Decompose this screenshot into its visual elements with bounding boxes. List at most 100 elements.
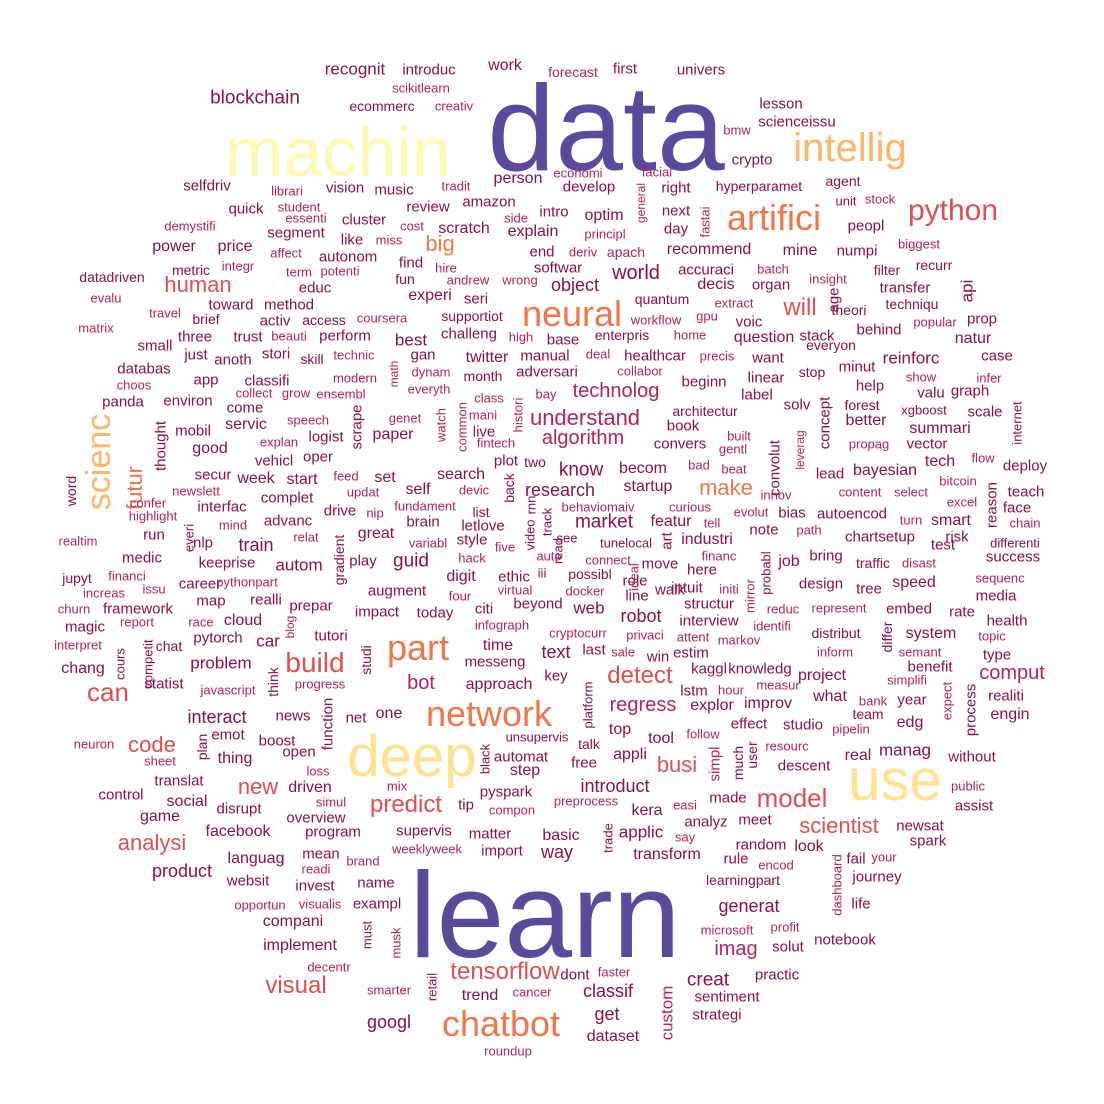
word-move: move [641, 555, 679, 573]
word-person: person [493, 170, 543, 187]
word-sequenc: sequenc [975, 570, 1025, 586]
word-success: success [985, 548, 1041, 566]
word-natur: natur [954, 330, 992, 347]
word-build: build [285, 647, 345, 678]
word-explan: explan [259, 434, 299, 450]
word-scikitlearn: scikitlearn [392, 80, 450, 96]
word-note: note [749, 521, 779, 539]
word-brain: brain [406, 513, 440, 531]
word-your: your [871, 849, 897, 865]
word-dashboard: dashboard [829, 854, 845, 916]
word-filter: filter [873, 262, 901, 278]
word-iii: iii [537, 565, 547, 581]
word-risk: risk [945, 528, 969, 546]
word-invest: invest [295, 877, 335, 895]
word-start: start [286, 471, 318, 488]
word-keeprise: keeprise [198, 554, 256, 572]
word-book: book [666, 417, 700, 435]
word-self: self [405, 481, 431, 498]
word-adversari: adversari [516, 363, 578, 381]
word-car: car [256, 631, 280, 651]
word-organ: organ [751, 276, 791, 294]
word-insight: insight [809, 271, 847, 287]
word-effect: effect [730, 715, 768, 733]
word-oper: oper [302, 448, 334, 466]
word-valu: valu [917, 384, 945, 402]
word-student: student [277, 199, 321, 215]
word-prop: prop [966, 310, 998, 328]
word-live: live [472, 423, 496, 441]
word-cost: cost [400, 218, 424, 234]
word-vector: vector [906, 435, 948, 453]
word-embed: embed [886, 600, 932, 618]
word-python: python [907, 194, 999, 227]
word-xgboost: xgboost [901, 402, 947, 418]
word-matter: matter [468, 825, 512, 843]
word-news: news [275, 707, 311, 725]
word-competit: competit [140, 639, 156, 689]
word-smart: smart [931, 512, 971, 529]
word-increas: increas [83, 585, 125, 601]
word-digit: digit [446, 568, 476, 585]
word-interact: interact [187, 707, 247, 727]
word-pipelin: pipelin [832, 721, 870, 737]
word-kera: kera [631, 802, 663, 819]
word-quantum: quantum [634, 291, 690, 307]
word-design: design [798, 575, 844, 593]
word-platform: platform [580, 681, 596, 729]
word-right: right [661, 179, 691, 197]
word-play: play [349, 552, 377, 570]
word-distribut: distribut [811, 625, 861, 641]
word-unsupervis: unsupervis [505, 729, 569, 745]
word-cluster: cluster [341, 211, 387, 229]
word-problem: problem [190, 653, 252, 673]
word-new: new [237, 774, 279, 799]
word-evalu: evalu [90, 290, 122, 306]
word-infer: infer [976, 370, 1002, 386]
word-black: black [477, 743, 493, 775]
word-framework: framework [102, 600, 174, 618]
word-small: small [137, 337, 173, 355]
word-spark: spark [909, 832, 947, 850]
word-search: search [436, 466, 486, 483]
word-show: show [905, 369, 937, 385]
word-plot: plot [493, 452, 519, 470]
word-rate: rate [949, 603, 975, 621]
word-highlight: highlight [128, 508, 178, 524]
word-path: path [796, 522, 822, 538]
word-pytorch: pytorch [193, 629, 243, 647]
word-market: market [574, 511, 634, 533]
word-guid: guid [393, 550, 429, 572]
word-amazon: amazon [462, 193, 516, 211]
word-rnn: rnn [523, 495, 539, 515]
word-environ: environ [163, 392, 213, 410]
word-everi: everi [181, 523, 197, 553]
word-transfer: transfer [879, 279, 931, 297]
word-paper: paper [372, 426, 414, 443]
word-talk: talk [578, 736, 600, 752]
word-month: month [463, 368, 503, 384]
word-label: label [741, 386, 773, 404]
word-beat: beat [721, 461, 747, 477]
word-essenti: essenti [285, 210, 327, 226]
word-time: time [482, 637, 514, 654]
word-reinforc: reinforc [882, 348, 940, 368]
word-retail: retail [424, 972, 440, 1002]
word-crypto: crypto [731, 151, 773, 169]
word-scale: scale [967, 403, 1003, 421]
word-pythonpart: pythonpart [216, 574, 278, 590]
word-possibl: possibl [568, 566, 612, 582]
word-bot: bot [407, 672, 435, 694]
word-bay: bay [535, 386, 557, 402]
word-deploy: deploy [1002, 457, 1048, 475]
word-end: end [529, 243, 555, 261]
word-integr: integr [221, 258, 255, 274]
word-tradit: tradit [441, 178, 471, 194]
word-websit: websit [226, 872, 270, 890]
word-last: last [582, 641, 606, 659]
word-year: year [897, 691, 927, 709]
word-edg: edg [896, 714, 924, 731]
word-hire: hire [435, 260, 457, 276]
word-tell: tell [703, 515, 721, 531]
word-realli: realli [250, 591, 282, 609]
